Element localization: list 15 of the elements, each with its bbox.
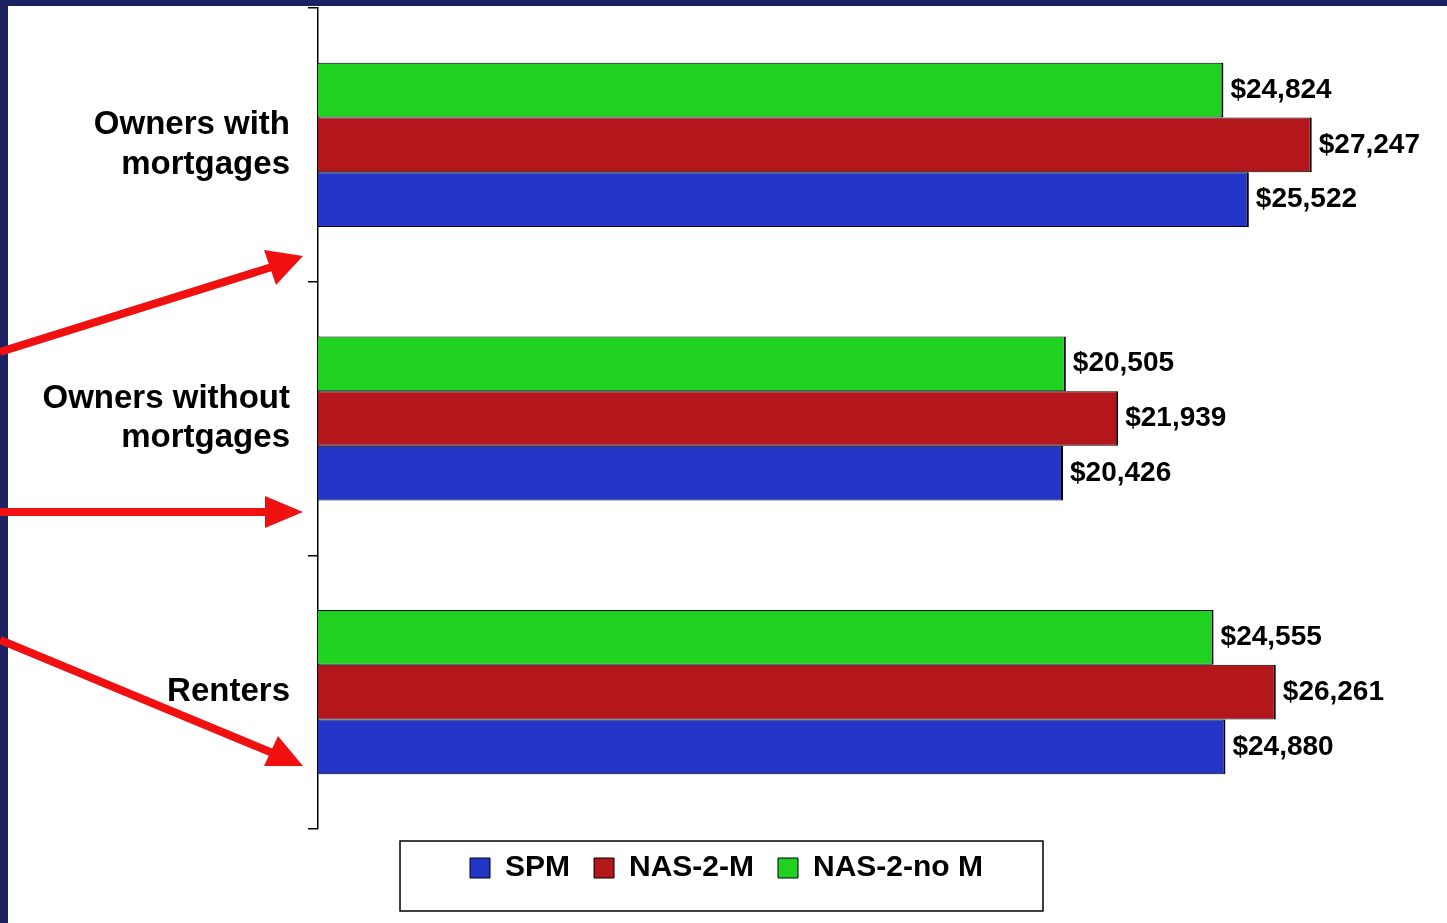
data-label: $20,505 (1072, 346, 1175, 378)
y-tick-label: Owners without mortgages (42, 377, 291, 455)
data-label: $24,824 (1230, 72, 1333, 104)
data-label: $21,939 (1125, 401, 1227, 433)
data-label: $24,880 (1232, 729, 1334, 761)
y-tick-label: Owners with mortgages (93, 104, 290, 181)
legend-label: NAS-2-no M (813, 849, 983, 883)
data-label: $20,426 (1069, 455, 1172, 487)
data-label: $24,555 (1220, 620, 1322, 652)
legend-label: SPM (505, 849, 571, 883)
data-label: $25,522 (1255, 182, 1358, 214)
y-tick-label: Renters (167, 671, 290, 709)
data-label: $27,247 (1318, 127, 1420, 159)
legend-label: NAS-2-M (629, 849, 755, 883)
data-label: $26,261 (1282, 674, 1385, 706)
